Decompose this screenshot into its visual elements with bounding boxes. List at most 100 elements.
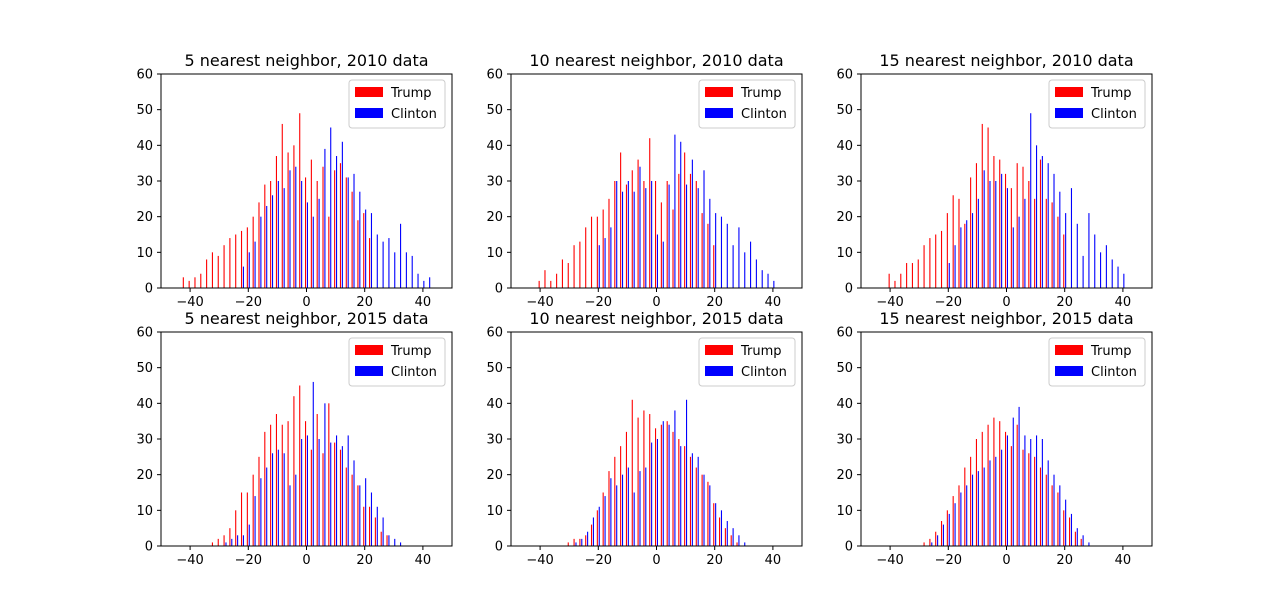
chart-title: 10 nearest neighbor, 2015 data bbox=[529, 309, 783, 328]
bar bbox=[1076, 528, 1078, 546]
bar bbox=[660, 424, 662, 546]
legend-label-clinton: Clinton bbox=[741, 365, 787, 380]
bar bbox=[621, 474, 624, 546]
bar bbox=[1111, 259, 1113, 288]
bar bbox=[761, 270, 763, 288]
bar bbox=[341, 446, 343, 546]
bar bbox=[248, 524, 250, 546]
bar bbox=[964, 223, 966, 288]
bar bbox=[645, 188, 647, 288]
x-tick-label: 0 bbox=[652, 553, 660, 568]
x-tick-label: 40 bbox=[415, 295, 432, 310]
bar bbox=[289, 485, 291, 546]
bar bbox=[954, 245, 956, 288]
x-tick-label: −40 bbox=[176, 295, 203, 310]
bar bbox=[598, 245, 600, 288]
y-tick-label: 40 bbox=[836, 139, 853, 154]
bar bbox=[246, 227, 248, 288]
bar bbox=[1018, 406, 1020, 546]
bar bbox=[970, 456, 972, 546]
bar bbox=[388, 535, 390, 546]
legend-label-trump: Trump bbox=[390, 344, 432, 359]
bar bbox=[579, 241, 581, 288]
bar bbox=[701, 213, 703, 288]
bar bbox=[695, 467, 697, 546]
bar bbox=[684, 152, 686, 288]
subplot-6: −40 −20 0 20 40 0 10 20 30 40 50 60 15 nearest neigh… bbox=[836, 309, 1153, 568]
series-clinton bbox=[575, 399, 746, 546]
bar bbox=[1005, 173, 1007, 288]
bar bbox=[1012, 417, 1014, 546]
bar bbox=[946, 510, 948, 546]
bar bbox=[911, 263, 913, 288]
y-tick-label: 30 bbox=[486, 175, 503, 190]
bar bbox=[380, 531, 382, 546]
bar bbox=[1028, 181, 1030, 288]
bar bbox=[347, 177, 349, 288]
bar bbox=[330, 442, 332, 546]
bar bbox=[1045, 198, 1047, 288]
bar bbox=[357, 485, 359, 546]
bar bbox=[1001, 449, 1003, 546]
bar bbox=[616, 181, 618, 288]
bar bbox=[691, 453, 693, 546]
bar bbox=[301, 181, 303, 288]
bar bbox=[983, 467, 985, 546]
y-tick-label: 10 bbox=[486, 246, 503, 261]
bar bbox=[1100, 252, 1102, 288]
bar bbox=[970, 177, 972, 288]
y-tick-label: 10 bbox=[836, 246, 853, 261]
bar bbox=[1053, 173, 1055, 288]
bar bbox=[709, 198, 711, 288]
bar bbox=[592, 517, 594, 546]
bar bbox=[929, 538, 931, 546]
x-tick-label: 0 bbox=[652, 295, 660, 310]
bar bbox=[929, 238, 931, 288]
bar bbox=[643, 181, 645, 288]
legend-swatch-clinton bbox=[705, 108, 733, 118]
bar bbox=[287, 421, 289, 546]
bar bbox=[266, 467, 268, 546]
bar bbox=[351, 474, 353, 546]
bar bbox=[995, 181, 997, 288]
y-tick-label: 20 bbox=[486, 210, 503, 225]
bar bbox=[289, 170, 291, 288]
chart-title: 15 nearest neighbor, 2010 data bbox=[879, 51, 1133, 70]
bar bbox=[637, 417, 639, 546]
bar bbox=[1057, 216, 1059, 288]
bar bbox=[964, 467, 966, 546]
bar bbox=[1036, 145, 1038, 288]
bar bbox=[1080, 538, 1082, 546]
x-tick-label: −20 bbox=[935, 553, 962, 568]
bar bbox=[365, 209, 367, 288]
bar bbox=[610, 478, 612, 546]
legend-label-trump: Trump bbox=[1090, 344, 1132, 359]
series-clinton bbox=[931, 406, 1090, 546]
bar bbox=[1105, 245, 1107, 288]
bar bbox=[620, 152, 622, 288]
bar bbox=[260, 478, 262, 546]
series-trump bbox=[567, 399, 738, 546]
bar bbox=[382, 517, 384, 546]
chart-title: 10 nearest neighbor, 2010 data bbox=[529, 51, 783, 70]
bar bbox=[666, 181, 668, 288]
bar bbox=[1034, 456, 1036, 546]
bar bbox=[1006, 435, 1008, 546]
bar bbox=[561, 259, 563, 288]
x-tick-label: 20 bbox=[1056, 553, 1073, 568]
bar bbox=[235, 234, 237, 288]
bar bbox=[672, 431, 674, 546]
bar bbox=[240, 230, 243, 288]
bar bbox=[987, 424, 989, 546]
bar bbox=[674, 134, 676, 288]
y-tick-label: 20 bbox=[136, 210, 153, 225]
y-tick-label: 60 bbox=[836, 326, 853, 341]
y-tick-label: 10 bbox=[486, 504, 503, 519]
x-tick-label: 40 bbox=[1115, 553, 1132, 568]
bar bbox=[283, 188, 285, 288]
bar bbox=[596, 510, 598, 546]
bar bbox=[328, 403, 330, 546]
bar bbox=[550, 280, 552, 288]
x-tick-label: 40 bbox=[1115, 295, 1132, 310]
bar bbox=[1010, 188, 1012, 288]
